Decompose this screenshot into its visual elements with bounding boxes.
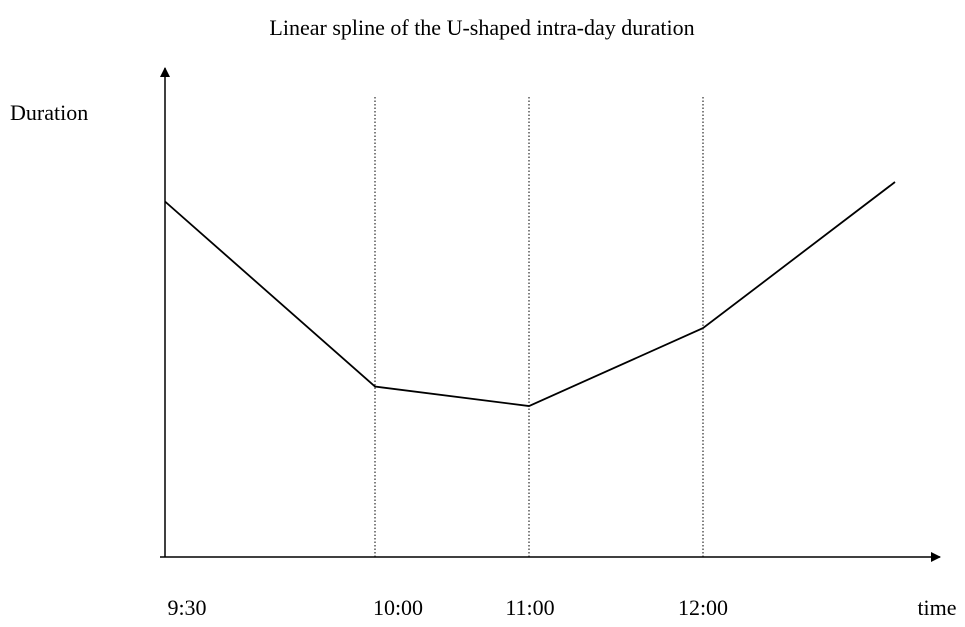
x-tick-label: 12:00 (678, 595, 728, 620)
x-axis-label: time (917, 595, 956, 620)
chart-title: Linear spline of the U-shaped intra-day … (269, 15, 694, 40)
x-tick-label: 10:00 (373, 595, 423, 620)
spline-line (164, 181, 896, 407)
y-axis-label: Duration (10, 100, 88, 125)
x-tick-label: 9:30 (167, 595, 206, 620)
x-tick-label: 11:00 (505, 595, 554, 620)
